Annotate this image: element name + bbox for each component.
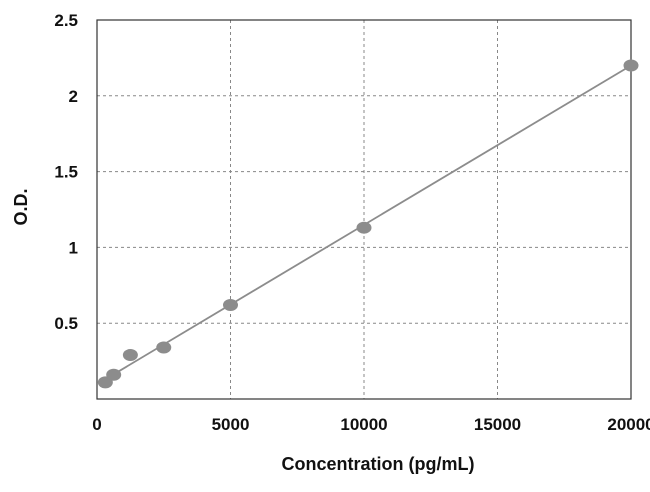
grid-lines	[97, 20, 631, 399]
x-axis-ticks: 0 5000 10000 15000 20000	[92, 415, 650, 434]
data-point	[156, 341, 172, 354]
y-tick-label: 2.5	[54, 11, 78, 30]
y-tick-label: 2	[69, 87, 78, 106]
y-tick-label: 0.5	[54, 314, 78, 333]
x-tick-label: 20000	[607, 415, 650, 434]
data-points	[97, 59, 639, 389]
x-tick-label: 15000	[474, 415, 521, 434]
data-point	[106, 368, 122, 381]
data-point	[223, 299, 238, 312]
data-point	[122, 349, 138, 362]
data-point	[623, 59, 639, 72]
y-tick-label: 1	[69, 238, 78, 257]
plot-area-frame	[96, 19, 632, 400]
x-tick-label: 0	[92, 415, 101, 434]
x-tick-label: 10000	[340, 415, 387, 434]
y-tick-label: 1.5	[54, 163, 78, 182]
trendline	[104, 64, 632, 381]
y-axis-ticks: 0.5 1 1.5 2 2.5	[54, 11, 78, 333]
trendline-layer	[104, 64, 632, 381]
y-axis-title: O.D.	[11, 188, 31, 225]
x-tick-label: 5000	[212, 415, 250, 434]
data-point	[356, 221, 372, 234]
x-axis-title: Concentration (pg/mL)	[282, 454, 475, 474]
